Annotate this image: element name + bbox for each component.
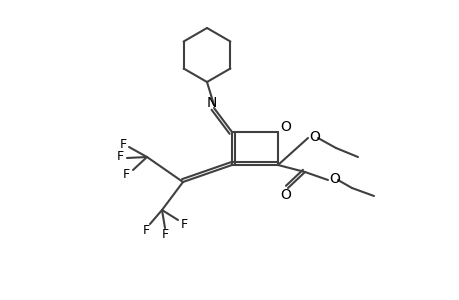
- Text: F: F: [142, 224, 149, 236]
- Text: O: O: [280, 188, 291, 202]
- Text: F: F: [116, 149, 123, 163]
- Text: F: F: [161, 229, 168, 242]
- Text: F: F: [119, 137, 126, 151]
- Text: F: F: [122, 167, 129, 181]
- Text: O: O: [309, 130, 320, 144]
- Text: F: F: [180, 218, 187, 230]
- Text: O: O: [329, 172, 340, 186]
- Text: N: N: [207, 96, 217, 110]
- Text: O: O: [280, 120, 291, 134]
